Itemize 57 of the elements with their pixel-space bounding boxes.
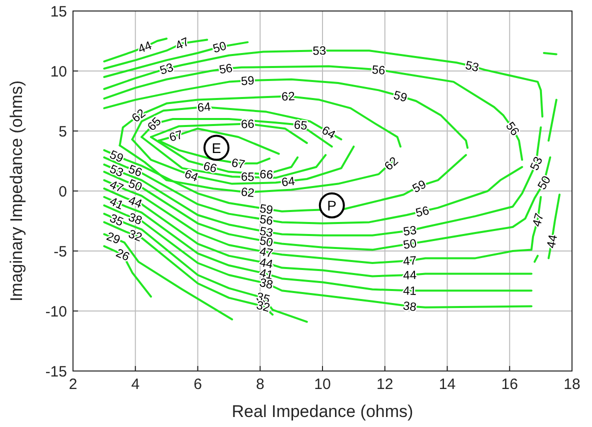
annotation: 47 [402, 253, 418, 268]
annotation: 64 [196, 100, 212, 115]
annotation: 56 [414, 203, 431, 220]
annotation: 66 [202, 158, 219, 176]
annotation: 56 [218, 60, 234, 77]
annotation: 59 [392, 88, 410, 105]
annotation: 59 [410, 176, 429, 196]
annotation: 53 [464, 58, 481, 75]
series-label: P [327, 197, 337, 214]
annotation: 53 [158, 60, 176, 78]
annotation: 32 [126, 226, 144, 245]
annotation: 44 [136, 38, 154, 56]
annotation: 29 [104, 229, 123, 248]
annotation: 66 [259, 166, 274, 182]
annotation: 64 [182, 166, 200, 185]
x-tick-label: 6 [194, 376, 202, 393]
annotation: 56 [371, 62, 386, 78]
annotation: 38 [126, 210, 144, 228]
annotation: 44 [126, 193, 144, 212]
annotation: 67 [230, 156, 246, 172]
x-tick-label: 4 [131, 376, 140, 393]
annotation: 44 [544, 233, 560, 250]
annotation: 67 [168, 127, 185, 145]
annotation: 50 [211, 38, 228, 56]
x-tick-label: 14 [438, 376, 456, 393]
x-tick-label: 8 [256, 376, 264, 393]
annotation: 38 [402, 298, 418, 314]
annotation: 35 [108, 210, 126, 230]
x-tick-label: 10 [314, 376, 331, 393]
x-axis-title: Real Impedance (ohms) [232, 402, 414, 421]
y-tick-label: -5 [54, 243, 67, 260]
annotation: 62 [281, 89, 296, 104]
y-tick-label: -10 [45, 303, 67, 320]
annotation: 56 [503, 119, 522, 138]
y-axis-title: Imaginary Impedance (ohms) [7, 80, 26, 302]
y-tick-label: 15 [50, 3, 67, 20]
x-tick-label: 2 [68, 376, 78, 393]
y-tick-label: 0 [58, 183, 67, 200]
annotation: 59 [240, 73, 256, 88]
annotation: 41 [108, 194, 126, 212]
x-tick-label: 18 [564, 376, 580, 393]
annotation: 47 [173, 34, 192, 53]
annotation: 62 [382, 154, 402, 174]
x-tick-label: 12 [376, 376, 394, 393]
series-label: E [212, 140, 222, 156]
annotation: 64 [319, 122, 338, 142]
annotation: 26 [114, 246, 132, 264]
y-tick-label: 10 [50, 63, 67, 80]
x-tick-label: 16 [501, 376, 518, 393]
y-tick-label: 5 [58, 123, 67, 140]
annotation: 53 [527, 154, 546, 172]
annotation: 50 [534, 173, 554, 192]
annotation: 62 [240, 184, 256, 200]
annotation: 47 [529, 211, 547, 228]
y-tick-label: -15 [45, 363, 67, 380]
annotation: 65 [293, 118, 308, 133]
annotation: 64 [280, 174, 296, 190]
